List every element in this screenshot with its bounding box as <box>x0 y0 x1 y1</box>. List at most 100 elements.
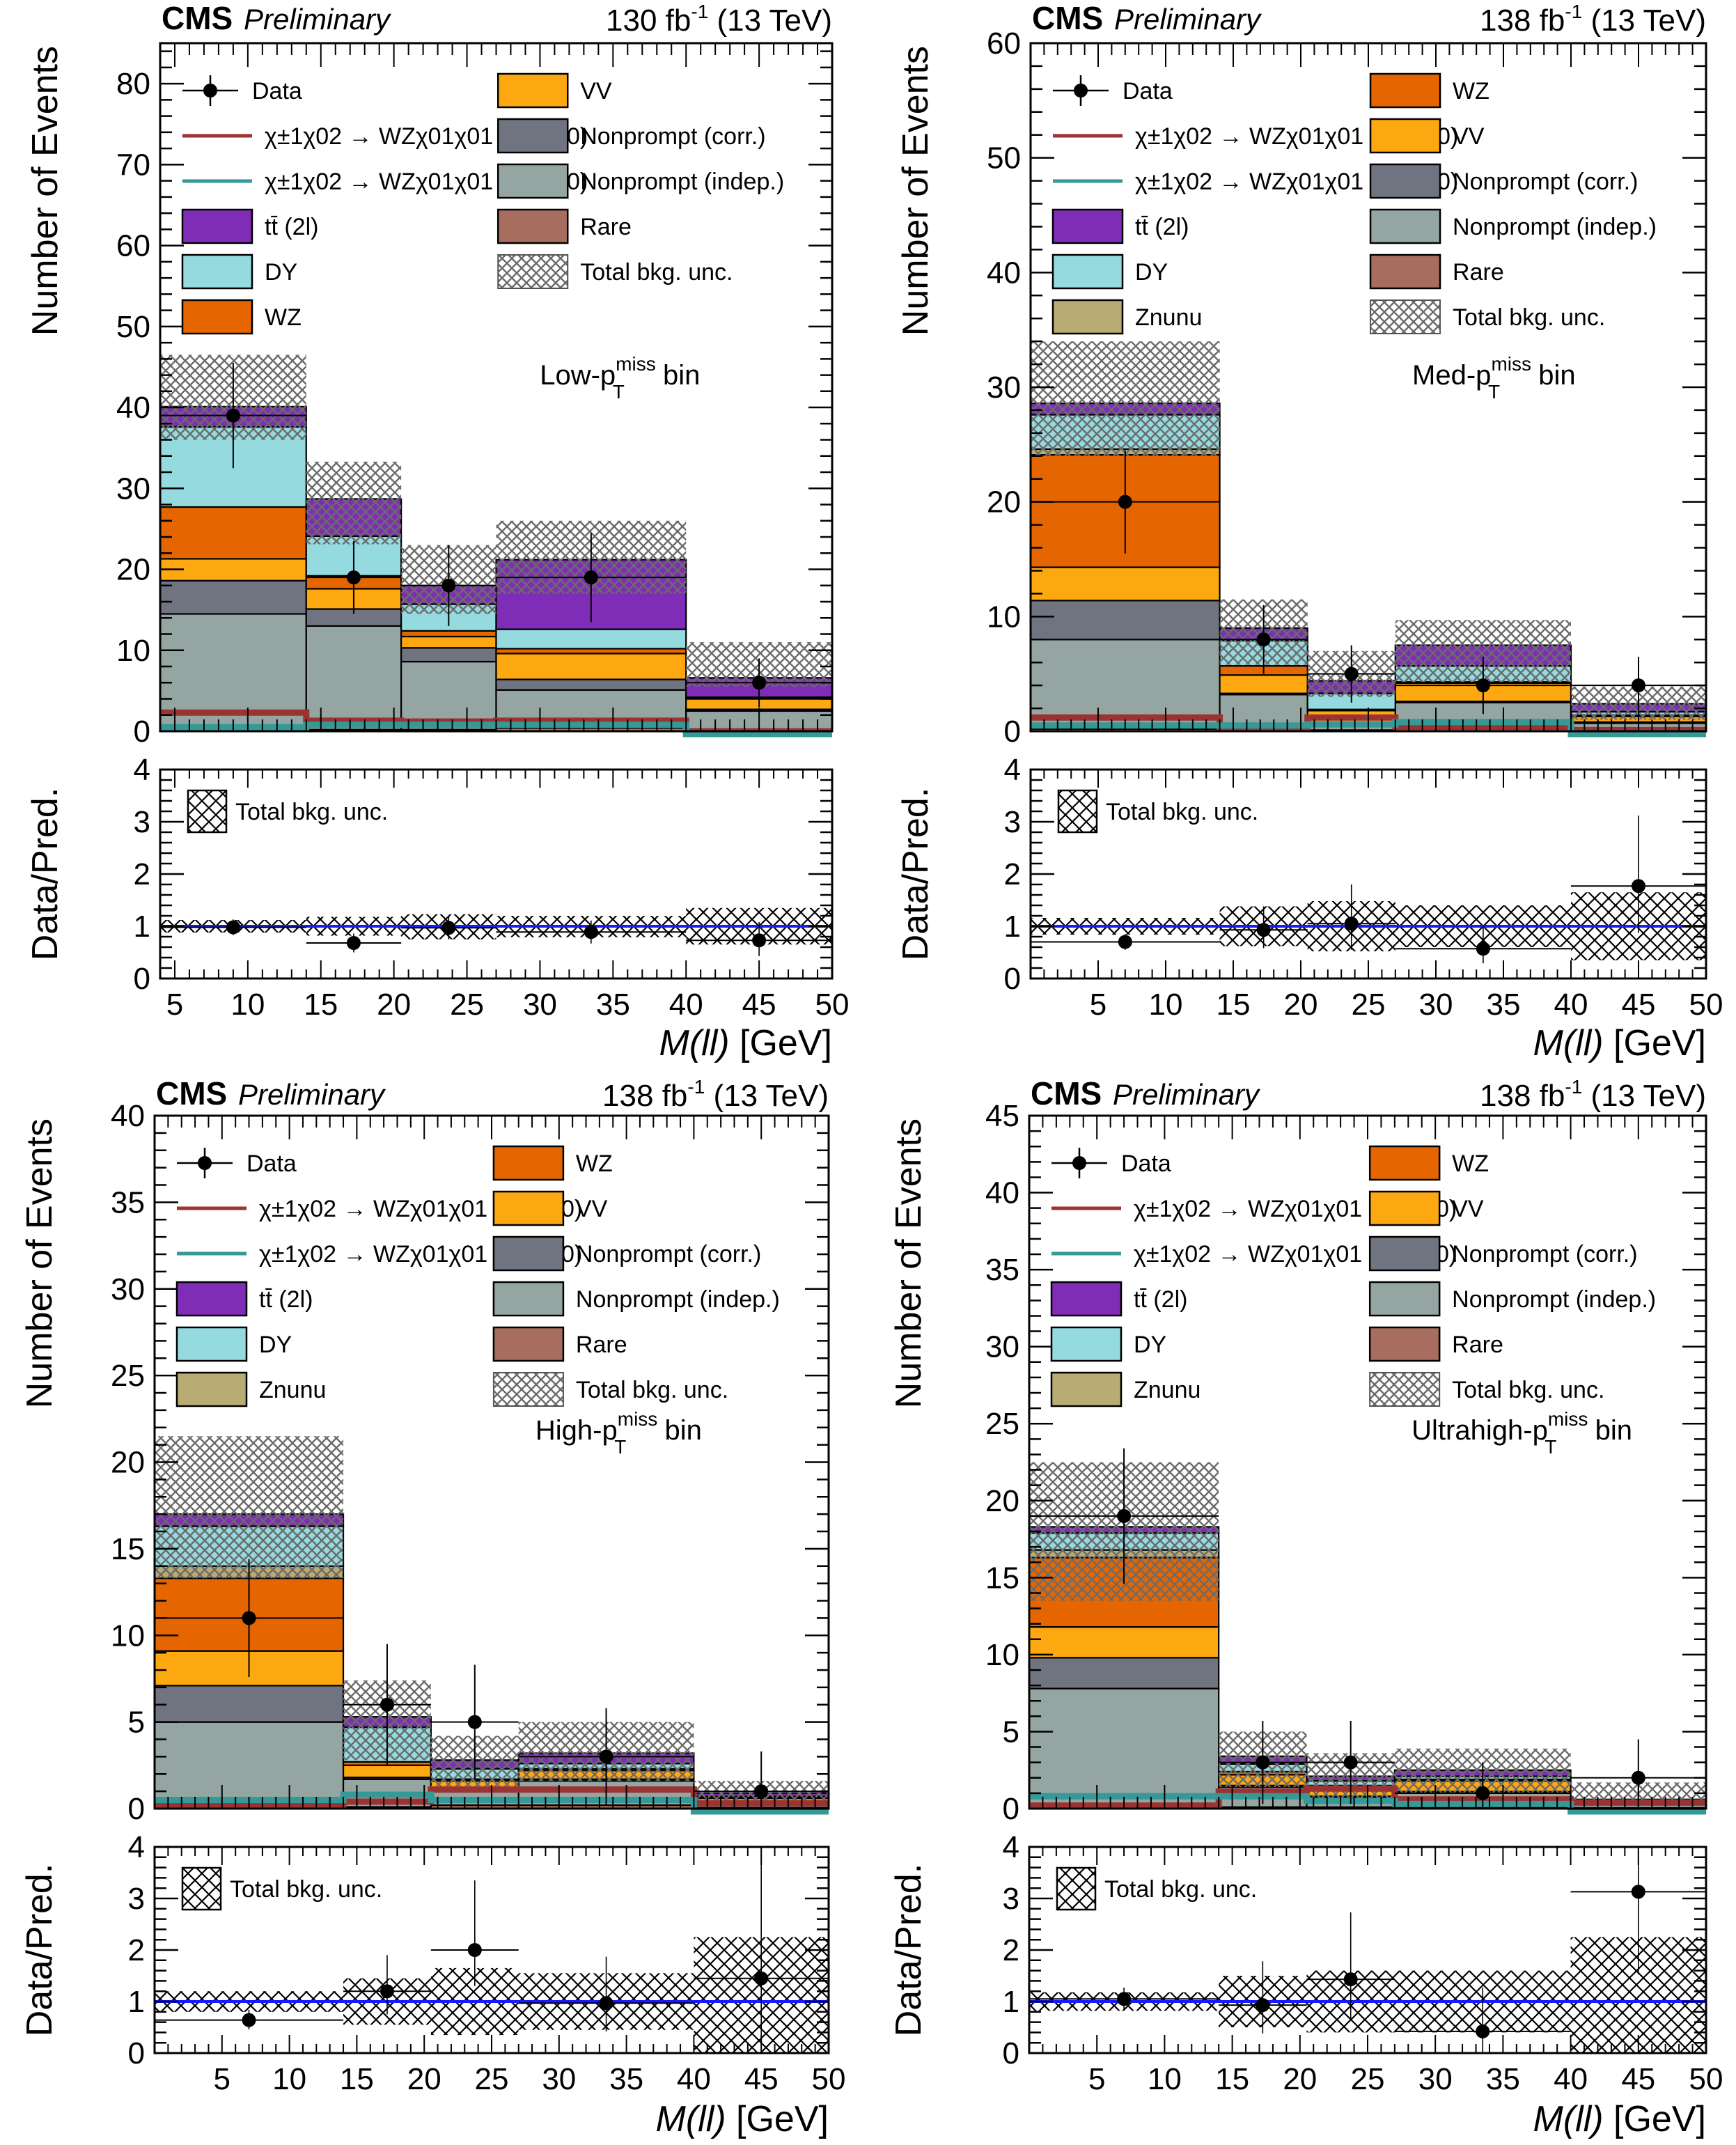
ratio-y-tick-label: 1 <box>134 910 150 944</box>
ratio-legend-swatch <box>1057 789 1098 834</box>
data-point-bin-2 <box>346 570 361 585</box>
legend-label: Rare <box>1453 259 1504 286</box>
y-axis-title: Number of Events <box>25 46 65 336</box>
lumi-value: 138 fb <box>1480 3 1565 38</box>
legend-label: Nonprompt (indep.) <box>1453 214 1657 240</box>
legend-swatch-ttbar <box>1051 208 1124 244</box>
legend-swatch-vv <box>496 72 569 109</box>
unc-hatch-bin-1 <box>155 1436 344 1579</box>
bin-label-part: Med-p <box>1412 360 1491 391</box>
legend-swatch-total-unc <box>1369 1372 1441 1407</box>
ratio-y-tick-label: 4 <box>128 1830 145 1864</box>
y-tick-label: 80 <box>116 67 150 101</box>
ratio-point-bin-2 <box>346 936 361 950</box>
y-tick-label: 50 <box>987 141 1021 176</box>
bin-label-part: miss <box>1548 1408 1588 1430</box>
total-bkg-unc-band <box>1031 341 1706 720</box>
y-tick-label: 40 <box>987 256 1021 290</box>
ratio-legend-swatch <box>181 1866 222 1911</box>
cms-label: CMS <box>1031 1075 1102 1112</box>
y-tick-label: 20 <box>985 1484 1019 1518</box>
legend-label: VV <box>576 1196 608 1222</box>
legend-label: WZ <box>265 304 302 331</box>
data-point-bin-3 <box>1343 1755 1358 1770</box>
legend-data-marker <box>203 84 217 98</box>
ratio-point-bin-2 <box>1256 923 1271 937</box>
y-tick-label: 10 <box>987 600 1021 634</box>
y-tick-label: 10 <box>111 1618 145 1653</box>
legend-swatch-rare <box>492 1326 565 1362</box>
legend-swatch-nonprompt-corr- <box>492 1235 565 1272</box>
ratio-y-tick-label: 3 <box>1004 805 1021 839</box>
data-point-bin-4 <box>1476 1786 1490 1800</box>
ratio-y-tick-label: 3 <box>128 1882 145 1916</box>
x-tick-label: 15 <box>340 2062 374 2096</box>
bin-label-part: bin <box>655 360 701 391</box>
data-points <box>1031 450 1706 715</box>
bar-nonprompt-indep--bin-1 <box>1029 639 1221 730</box>
ratio-point-bin-3 <box>467 1943 482 1957</box>
legend-label: VV <box>1452 1196 1484 1222</box>
legend-swatch-wz <box>1368 1145 1441 1181</box>
y-tick-label: 0 <box>134 715 150 749</box>
legend-swatch-total-unc <box>492 1372 564 1407</box>
bar-nonprompt-indep--bin-1 <box>153 1721 345 1808</box>
cms-label: CMS <box>1032 0 1103 36</box>
bin-label-part: bin <box>1587 1415 1632 1446</box>
x-tick-label: 40 <box>1554 988 1588 1022</box>
x-title-variable: M(ll) <box>656 2099 726 2139</box>
ratio-y-tick-label: 2 <box>1003 1933 1019 1967</box>
bin-label: Low-pmiss T bin <box>540 353 700 403</box>
legend-label: VV <box>1453 123 1485 150</box>
x-tick-label: 15 <box>1215 2062 1249 2096</box>
data-point-bin-1 <box>1117 1508 1132 1523</box>
data-point-bin-1 <box>1118 494 1132 509</box>
bin-label-part: T <box>614 1436 626 1458</box>
y-tick-label: 0 <box>1004 715 1021 749</box>
x-tick-label: 40 <box>669 988 703 1022</box>
bar-nonprompt-corr--bin-1 <box>1029 600 1221 641</box>
legend-label: Nonprompt (corr.) <box>1452 1241 1637 1268</box>
lumi-energy: (13 TeV) <box>1582 3 1706 38</box>
legend-data-marker <box>1074 84 1088 98</box>
bin-label-part: T <box>1545 1436 1556 1458</box>
y-tick-label: 20 <box>111 1446 145 1480</box>
bar-nonprompt-indep--bin-1 <box>1028 1687 1220 1808</box>
luminosity-label: 138 fb-1 (13 TeV) <box>1480 1 1706 38</box>
y-tick-label: 25 <box>985 1407 1019 1441</box>
ratio-point-bin-5 <box>1631 1885 1645 1899</box>
legend-swatch-nonprompt-indep- <box>1369 208 1441 244</box>
legend-swatch-znunu <box>175 1371 248 1407</box>
bar-nonprompt-corr--bin-1 <box>159 579 307 615</box>
legend-label: Nonprompt (corr.) <box>1453 169 1638 195</box>
bar-nonprompt-indep--bin-3 <box>400 660 497 731</box>
data-point-bin-2 <box>1256 1755 1270 1770</box>
x-title-unit: [GeV] <box>730 1023 832 1063</box>
ratio-y-tick-label: 1 <box>128 1985 145 2019</box>
luminosity-label: 138 fb-1 (13 TeV) <box>602 1076 829 1113</box>
x-tick-label: 25 <box>475 2062 509 2096</box>
y-tick-label: 60 <box>116 229 150 263</box>
legend-swatch-znunu <box>1050 1371 1123 1407</box>
bin-label-part: bin <box>657 1415 702 1446</box>
data-point-bin-1 <box>226 408 240 423</box>
x-title-unit: [GeV] <box>726 2099 829 2139</box>
legend-label: Data <box>247 1150 297 1177</box>
x-tick-label: 30 <box>523 988 557 1022</box>
x-tick-label: 20 <box>377 988 411 1022</box>
x-title-variable: M(ll) <box>659 1023 730 1063</box>
data-point-bin-1 <box>242 1611 256 1625</box>
x-axis-title: M(ll) [GeV] <box>656 2099 829 2139</box>
legend-label: Znunu <box>1135 304 1202 331</box>
ratio-point-bin-3 <box>1343 1972 1358 1987</box>
x-title-unit: [GeV] <box>1604 2099 1706 2139</box>
x-tick-label: 40 <box>1554 2062 1588 2096</box>
legend-swatch-total-unc <box>1370 299 1441 334</box>
bin-label-part: miss <box>1491 353 1531 375</box>
legend-swatch-ttbar <box>181 208 253 244</box>
legend-swatch-vv <box>1369 118 1441 154</box>
ratio-legend-label: Total bkg. unc. <box>1104 1876 1257 1903</box>
data-point-bin-2 <box>380 1697 394 1712</box>
